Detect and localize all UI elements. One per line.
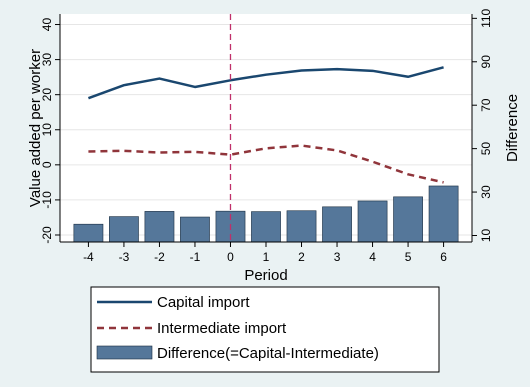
bar-difference bbox=[109, 216, 139, 243]
y-right-tick-label: 90 bbox=[479, 55, 493, 69]
bar-difference bbox=[144, 211, 175, 243]
y-tick-label: 10 bbox=[40, 123, 54, 137]
legend-label-capital-import: Capital import bbox=[157, 294, 250, 311]
bar-difference bbox=[180, 216, 210, 243]
bar-difference bbox=[251, 211, 281, 243]
legend: Capital import Intermediate import Diffe… bbox=[90, 286, 440, 373]
x-tick-label: 6 bbox=[440, 250, 447, 264]
line-capital-import bbox=[87, 66, 444, 100]
y-tick-label: -10 bbox=[40, 191, 54, 209]
y-tick-label: -20 bbox=[40, 226, 54, 244]
x-tick-label: -1 bbox=[190, 250, 201, 264]
bar-difference bbox=[393, 196, 423, 243]
legend-swatch-difference bbox=[96, 345, 153, 360]
x-tick-label: 2 bbox=[298, 250, 305, 264]
legend-label-difference: Difference(=Capital-Intermediate) bbox=[157, 345, 379, 362]
y-axis-right-label: Difference bbox=[504, 94, 521, 162]
y-right-tick-label: 70 bbox=[479, 98, 493, 112]
x-tick-label: 3 bbox=[334, 250, 341, 264]
x-tick-label: 0 bbox=[227, 250, 234, 264]
y-tick-label: 30 bbox=[40, 53, 54, 67]
x-tick-label: -2 bbox=[154, 250, 165, 264]
y-right-tick-label: 50 bbox=[479, 142, 493, 156]
y-tick-label: 20 bbox=[40, 88, 54, 102]
bar-difference bbox=[428, 185, 459, 243]
series-lines bbox=[87, 66, 444, 184]
y-right-tick-label: 110 bbox=[479, 8, 493, 27]
x-tick-label: -3 bbox=[119, 250, 130, 264]
x-axis-label: Period bbox=[244, 267, 287, 284]
x-tick-label: 1 bbox=[263, 250, 270, 264]
x-tick-label: -4 bbox=[83, 250, 94, 264]
bar-difference bbox=[73, 223, 104, 243]
y-tick-label: 0 bbox=[40, 161, 54, 168]
legend-label-intermediate-import: Intermediate import bbox=[157, 320, 287, 337]
y-right-tick-label: 30 bbox=[479, 185, 493, 199]
y-right-tick-label: 10 bbox=[479, 228, 493, 242]
y-axis-label: Value added per worker bbox=[27, 49, 44, 207]
x-tick-label: 4 bbox=[369, 250, 376, 264]
y-tick-label: 40 bbox=[40, 18, 54, 32]
bar-difference bbox=[286, 210, 317, 243]
bar-difference bbox=[322, 206, 352, 243]
x-tick-label: 5 bbox=[405, 250, 412, 264]
bar-difference bbox=[357, 200, 388, 243]
